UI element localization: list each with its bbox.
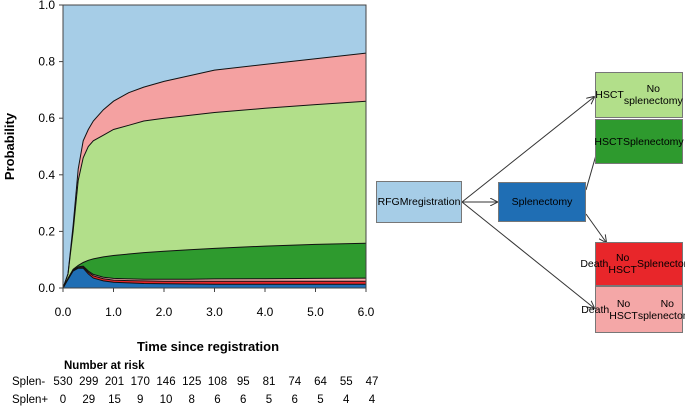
risk-cell: 64 <box>314 376 327 388</box>
area-0 <box>63 268 366 288</box>
risk-cell: 81 <box>263 376 276 388</box>
x-axis-label: Time since registration <box>137 339 279 354</box>
state-box-line: Splenectomy <box>511 196 573 208</box>
boundary-line-3 <box>62 242 367 289</box>
x-tick-label: 5.0 <box>307 305 324 319</box>
y-tick-label: 0.0 <box>38 281 55 295</box>
state-box-line: RFGM <box>377 196 409 208</box>
risk-cell: 8 <box>189 394 195 406</box>
x-tick-label: 4.0 <box>257 305 274 319</box>
risk-cell: 6 <box>214 394 220 406</box>
boundary-line-2 <box>62 265 367 289</box>
y-tick-label: 0.6 <box>38 111 55 125</box>
state-box-hsct-splenectomy: HSCT Splenectomy <box>594 119 684 164</box>
state-box-line: No splenectomy <box>623 83 683 107</box>
arrow-rfgm-to-hsct-no-splenectomy <box>461 97 594 203</box>
risk-cell: 55 <box>340 376 353 388</box>
risk-cell: 5 <box>266 394 272 406</box>
x-tick-label: 6.0 <box>358 305 375 319</box>
risk-cell: 74 <box>288 376 301 388</box>
risk-cell: 10 <box>160 394 173 406</box>
state-box-line: No splenectomy <box>637 297 685 322</box>
state-box-line: registration <box>408 196 461 208</box>
y-tick-label: 1.0 <box>38 0 55 12</box>
state-box-line: HSCT <box>595 89 624 101</box>
risk-cell: 201 <box>105 376 124 388</box>
risk-cell: 146 <box>156 376 175 388</box>
risk-table-title: Number at risk <box>64 360 145 372</box>
risk-cell: 125 <box>182 376 201 388</box>
risk-cell: 530 <box>53 376 72 388</box>
risk-cell: 299 <box>79 376 98 388</box>
y-tick-label: 0.4 <box>38 168 55 182</box>
x-tick-label: 3.0 <box>206 305 223 319</box>
risk-cell: 95 <box>237 376 250 388</box>
state-box-line: No HSCT <box>608 252 637 276</box>
y-tick-label: 0.8 <box>38 55 55 69</box>
boundary-line-4 <box>62 100 367 289</box>
risk-cell: 47 <box>366 376 379 388</box>
risk-row-label: Splen+ <box>12 394 48 406</box>
state-box-line: Death <box>580 258 609 270</box>
risk-cell: 6 <box>240 394 246 406</box>
state-box-line: No HSCT <box>609 297 638 322</box>
risk-cell: 0 <box>60 394 66 406</box>
stacked-areas <box>62 5 367 289</box>
arrow-splenectomy-to-death-splenectomy <box>585 213 606 242</box>
y-tick-label: 0.2 <box>38 224 55 238</box>
risk-cell: 9 <box>137 394 143 406</box>
state-box-hsct-no-splenectomy: HSCT No splenectomy <box>595 72 683 118</box>
boundary-line-0 <box>62 267 366 289</box>
x-tick-label: 0.0 <box>55 305 72 319</box>
risk-row-label: Splen- <box>12 376 45 388</box>
y-axis-label: Probability <box>2 112 17 180</box>
arrow-rfgm-to-death-no-splenectomy <box>461 201 594 308</box>
state-box-line: Splenectomy <box>636 258 685 270</box>
risk-cell: 4 <box>369 394 376 406</box>
x-tick-label: 1.0 <box>105 305 122 319</box>
area-3 <box>63 243 366 288</box>
risk-cell: 108 <box>208 376 227 388</box>
state-box-splenectomy: Splenectomy <box>498 182 586 222</box>
state-box-rfgm: RFGM registration <box>376 181 462 223</box>
area-4 <box>63 101 366 288</box>
risk-cell: 15 <box>108 394 121 406</box>
risk-cell: 4 <box>343 394 350 406</box>
state-box-line: HSCT <box>594 135 623 148</box>
risk-cell: 29 <box>82 394 95 406</box>
risk-cell: 170 <box>131 376 150 388</box>
risk-cell: 5 <box>317 394 323 406</box>
axes: 0.0 0.2 0.4 0.6 0.8 1.0 0.0 1.0 2.0 3.0 4.0 5.0 6.0 P… <box>2 0 375 354</box>
boundary-line-5 <box>62 52 367 289</box>
area-1 <box>63 267 366 288</box>
risk-cell: 6 <box>292 394 298 406</box>
state-box-line: Death <box>581 303 610 316</box>
x-tick-label: 2.0 <box>156 305 173 319</box>
state-box-line: Splenectomy <box>622 135 684 148</box>
